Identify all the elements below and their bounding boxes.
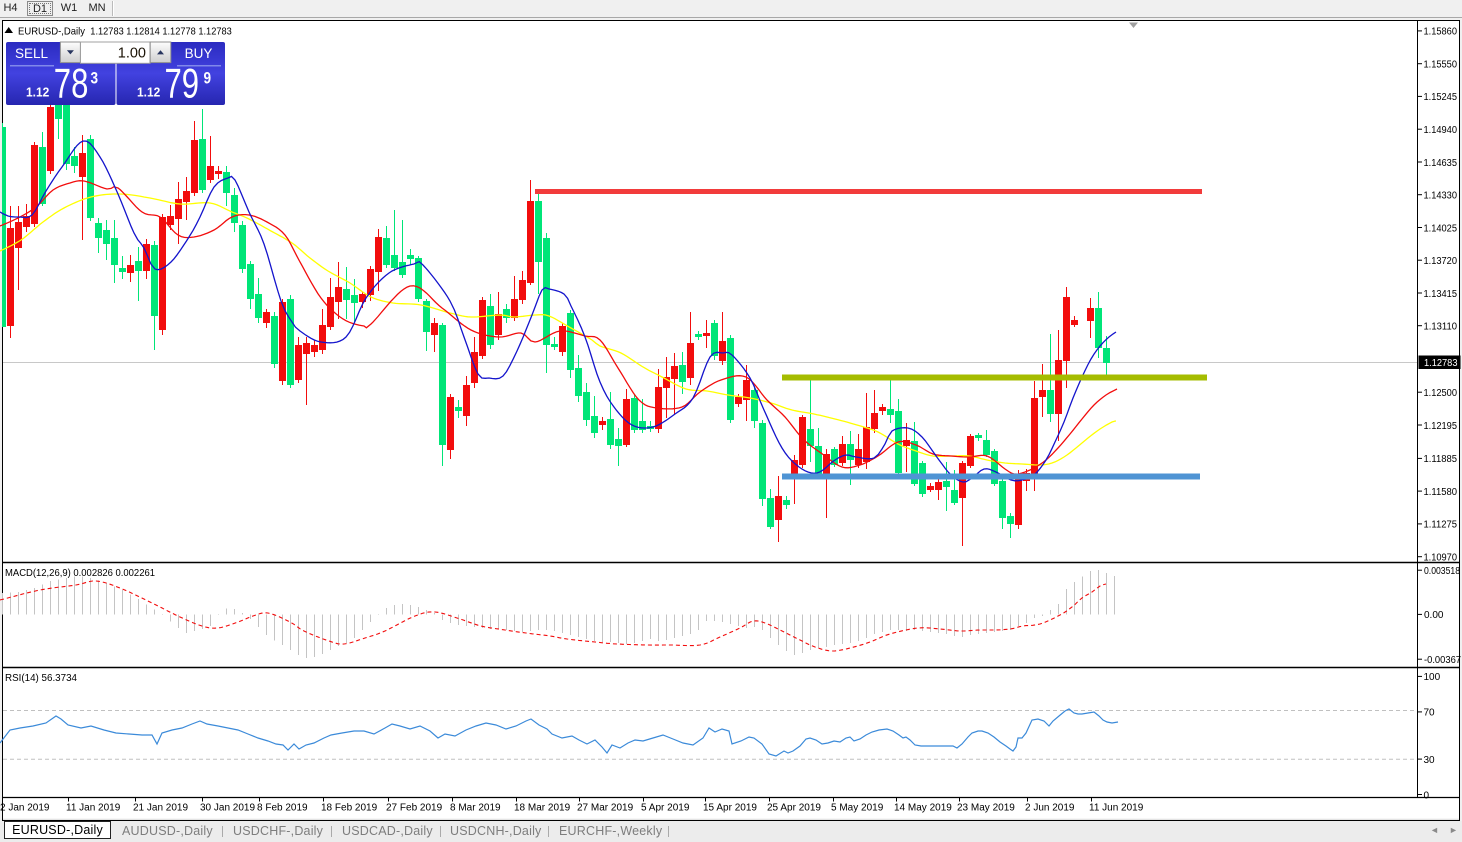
svg-text:18 Mar 2019: 18 Mar 2019 bbox=[514, 803, 571, 814]
svg-text:SELL: SELL bbox=[15, 46, 49, 61]
svg-text:MACD(12,26,9) 0.002826 0.00226: MACD(12,26,9) 0.002826 0.002261 bbox=[5, 568, 155, 579]
svg-text:27 Feb 2019: 27 Feb 2019 bbox=[386, 803, 443, 814]
svg-text:1.13110: 1.13110 bbox=[1424, 322, 1458, 333]
svg-text:21 Jan 2019: 21 Jan 2019 bbox=[133, 803, 188, 814]
svg-text:1.14025: 1.14025 bbox=[1424, 223, 1458, 234]
svg-text:0: 0 bbox=[1424, 790, 1430, 801]
svg-text:11 Jun 2019: 11 Jun 2019 bbox=[1089, 803, 1144, 814]
svg-text:30: 30 bbox=[1424, 755, 1436, 766]
svg-text:1.12500: 1.12500 bbox=[1424, 388, 1458, 399]
svg-text:1.12: 1.12 bbox=[26, 85, 49, 99]
svg-text:1.15860: 1.15860 bbox=[1424, 27, 1458, 38]
svg-text:0.003518: 0.003518 bbox=[1424, 566, 1460, 577]
svg-text:23 May 2019: 23 May 2019 bbox=[957, 803, 1015, 814]
svg-text:1.12195: 1.12195 bbox=[1424, 421, 1458, 432]
svg-text:5 Apr 2019: 5 Apr 2019 bbox=[641, 803, 690, 814]
svg-text:1.00: 1.00 bbox=[118, 46, 146, 62]
svg-text:70: 70 bbox=[1424, 708, 1436, 719]
svg-text:1.15245: 1.15245 bbox=[1424, 92, 1458, 103]
svg-text:1.14635: 1.14635 bbox=[1424, 158, 1458, 169]
svg-text:1.11275: 1.11275 bbox=[1424, 520, 1458, 531]
svg-text:9: 9 bbox=[204, 69, 212, 88]
svg-text:2 Jan 2019: 2 Jan 2019 bbox=[0, 803, 50, 814]
svg-text:27 Mar 2019: 27 Mar 2019 bbox=[577, 803, 634, 814]
svg-text:18 Feb 2019: 18 Feb 2019 bbox=[321, 803, 378, 814]
svg-text:BUY: BUY bbox=[185, 46, 213, 61]
svg-text:78: 78 bbox=[54, 60, 89, 106]
svg-text:15 Apr 2019: 15 Apr 2019 bbox=[703, 803, 757, 814]
svg-text:25 Apr 2019: 25 Apr 2019 bbox=[767, 803, 821, 814]
svg-text:8 Mar 2019: 8 Mar 2019 bbox=[450, 803, 501, 814]
svg-text:1.10970: 1.10970 bbox=[1424, 553, 1458, 564]
svg-text:100: 100 bbox=[1424, 672, 1441, 683]
svg-text:1.12: 1.12 bbox=[137, 85, 160, 99]
svg-text:3: 3 bbox=[91, 69, 99, 88]
svg-text:11 Jan 2019: 11 Jan 2019 bbox=[66, 803, 121, 814]
svg-text:0.00: 0.00 bbox=[1424, 610, 1444, 621]
svg-text:1.12783 1.12814 1.12778 1.1278: 1.12783 1.12814 1.12778 1.12783 bbox=[90, 27, 232, 38]
svg-text:1.11580: 1.11580 bbox=[1424, 487, 1458, 498]
svg-text:8 Feb 2019: 8 Feb 2019 bbox=[257, 803, 308, 814]
svg-text:-0.00367: -0.00367 bbox=[1424, 655, 1461, 666]
svg-text:1.13720: 1.13720 bbox=[1424, 256, 1458, 267]
svg-text:1.11885: 1.11885 bbox=[1424, 454, 1458, 465]
svg-text:5 May 2019: 5 May 2019 bbox=[831, 803, 884, 814]
svg-text:1.14940: 1.14940 bbox=[1424, 125, 1458, 136]
svg-text:30 Jan 2019: 30 Jan 2019 bbox=[200, 803, 255, 814]
svg-text:RSI(14) 56.3734: RSI(14) 56.3734 bbox=[5, 673, 77, 684]
svg-text:79: 79 bbox=[165, 60, 200, 106]
svg-text:14 May 2019: 14 May 2019 bbox=[894, 803, 952, 814]
svg-text:1.15550: 1.15550 bbox=[1424, 60, 1458, 71]
svg-text:1.14330: 1.14330 bbox=[1424, 191, 1458, 202]
svg-text:1.13415: 1.13415 bbox=[1424, 289, 1458, 300]
svg-text:EURUSD-,Daily: EURUSD-,Daily bbox=[18, 26, 86, 38]
svg-text:2 Jun 2019: 2 Jun 2019 bbox=[1025, 803, 1075, 814]
svg-text:1.12783: 1.12783 bbox=[1424, 358, 1458, 369]
